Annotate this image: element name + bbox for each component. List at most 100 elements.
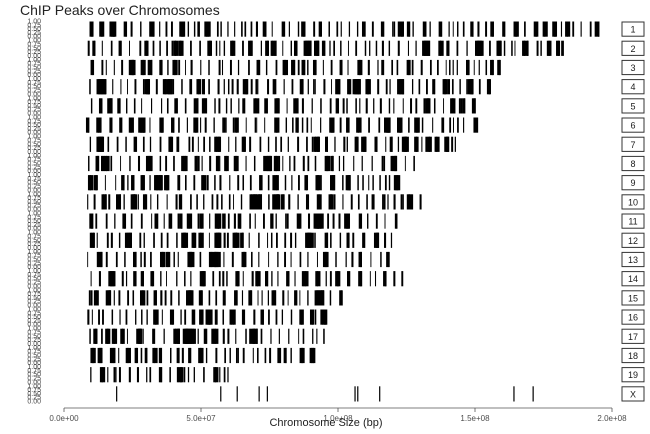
peak-mark	[290, 40, 292, 56]
peak-mark	[356, 136, 358, 152]
peak-mark	[144, 194, 147, 210]
facet-panel-2: 0.000.250.500.751.00	[27, 38, 564, 60]
peak-mark	[178, 136, 180, 152]
peak-mark	[153, 232, 155, 248]
peak-mark	[335, 251, 337, 268]
peak-mark	[383, 271, 387, 287]
peak-mark	[104, 155, 110, 172]
peak-mark	[175, 98, 178, 114]
peak-mark	[390, 155, 393, 172]
peak-mark	[307, 194, 310, 210]
peak-mark	[225, 117, 227, 133]
strip-box	[621, 309, 645, 325]
peak-mark	[316, 251, 318, 268]
peak-mark	[223, 79, 225, 95]
peak-mark	[231, 251, 234, 268]
peak-mark	[219, 136, 222, 152]
peak-mark	[229, 175, 231, 191]
strip-box	[621, 386, 645, 402]
peak-mark	[297, 117, 299, 133]
peak-mark	[270, 232, 273, 248]
peak-mark	[160, 232, 163, 248]
peak-mark	[318, 136, 320, 152]
peak-mark	[97, 155, 100, 172]
peak-mark	[249, 213, 251, 229]
strip-box	[621, 136, 645, 152]
peak-mark	[200, 213, 202, 229]
peak-mark	[479, 40, 482, 56]
y-tick-label: 0.25	[27, 299, 41, 306]
peak-mark	[132, 175, 134, 191]
peak-mark	[99, 79, 103, 95]
peak-mark	[101, 367, 103, 383]
peak-mark	[169, 367, 171, 383]
peak-mark	[397, 136, 400, 152]
y-tick-label: 0.75	[27, 272, 41, 279]
peak-mark	[423, 98, 426, 114]
peak-mark	[127, 347, 129, 364]
peak-mark	[446, 40, 450, 56]
peak-mark	[163, 328, 165, 344]
strip-box	[621, 59, 645, 76]
peak-mark	[317, 175, 319, 191]
peak-mark	[150, 194, 152, 210]
peak-mark	[491, 59, 494, 76]
peak-mark	[120, 155, 122, 172]
peak-mark	[116, 136, 119, 152]
peak-mark	[294, 98, 298, 114]
peak-mark	[149, 136, 152, 152]
y-tick-label: 0.00	[27, 341, 41, 348]
peak-mark	[179, 40, 182, 56]
peak-mark	[439, 40, 442, 56]
peak-mark	[190, 290, 193, 306]
peak-mark	[383, 194, 386, 210]
y-tick-label: 0.25	[27, 241, 41, 248]
peak-mark	[254, 117, 257, 133]
peak-mark	[393, 175, 397, 191]
peak-mark	[293, 40, 297, 56]
y-tick-label: 0.00	[27, 207, 41, 214]
peak-mark	[282, 290, 285, 306]
peak-mark	[359, 271, 362, 287]
peak-mark	[291, 79, 294, 95]
peak-mark	[287, 271, 290, 287]
peak-mark	[124, 232, 128, 248]
peak-mark	[313, 79, 315, 95]
peak-mark	[214, 98, 216, 114]
y-tick-label: 0.00	[27, 34, 41, 41]
peak-mark	[277, 194, 279, 210]
peak-mark	[383, 155, 386, 172]
peak-mark	[208, 79, 210, 95]
peak-mark	[449, 117, 452, 133]
peak-mark	[166, 40, 168, 56]
peak-mark	[219, 155, 221, 172]
peak-mark	[242, 98, 245, 114]
peak-mark	[427, 40, 429, 56]
peak-mark	[94, 328, 97, 344]
peak-mark	[384, 175, 387, 191]
peak-mark	[348, 271, 351, 287]
peak-mark	[400, 117, 402, 133]
peak-mark	[259, 136, 262, 152]
peak-mark	[515, 21, 518, 37]
peak-mark	[267, 232, 269, 248]
y-tick-label: 0.25	[27, 68, 41, 75]
peak-mark	[264, 21, 267, 37]
peak-mark	[306, 40, 310, 56]
peak-mark	[164, 79, 167, 95]
peak-mark	[348, 175, 350, 191]
peak-mark	[286, 271, 290, 287]
peak-mark	[333, 40, 335, 56]
peak-mark	[161, 251, 164, 268]
peak-mark	[146, 290, 149, 306]
peak-mark	[206, 175, 209, 191]
peak-mark	[375, 213, 378, 229]
peak-mark	[325, 309, 328, 325]
peak-mark	[176, 271, 178, 287]
peak-mark	[257, 290, 259, 306]
peak-mark	[268, 309, 270, 325]
peak-mark	[142, 136, 145, 152]
peak-mark	[313, 21, 316, 37]
peak-mark	[216, 194, 219, 210]
peak-mark	[346, 136, 348, 152]
